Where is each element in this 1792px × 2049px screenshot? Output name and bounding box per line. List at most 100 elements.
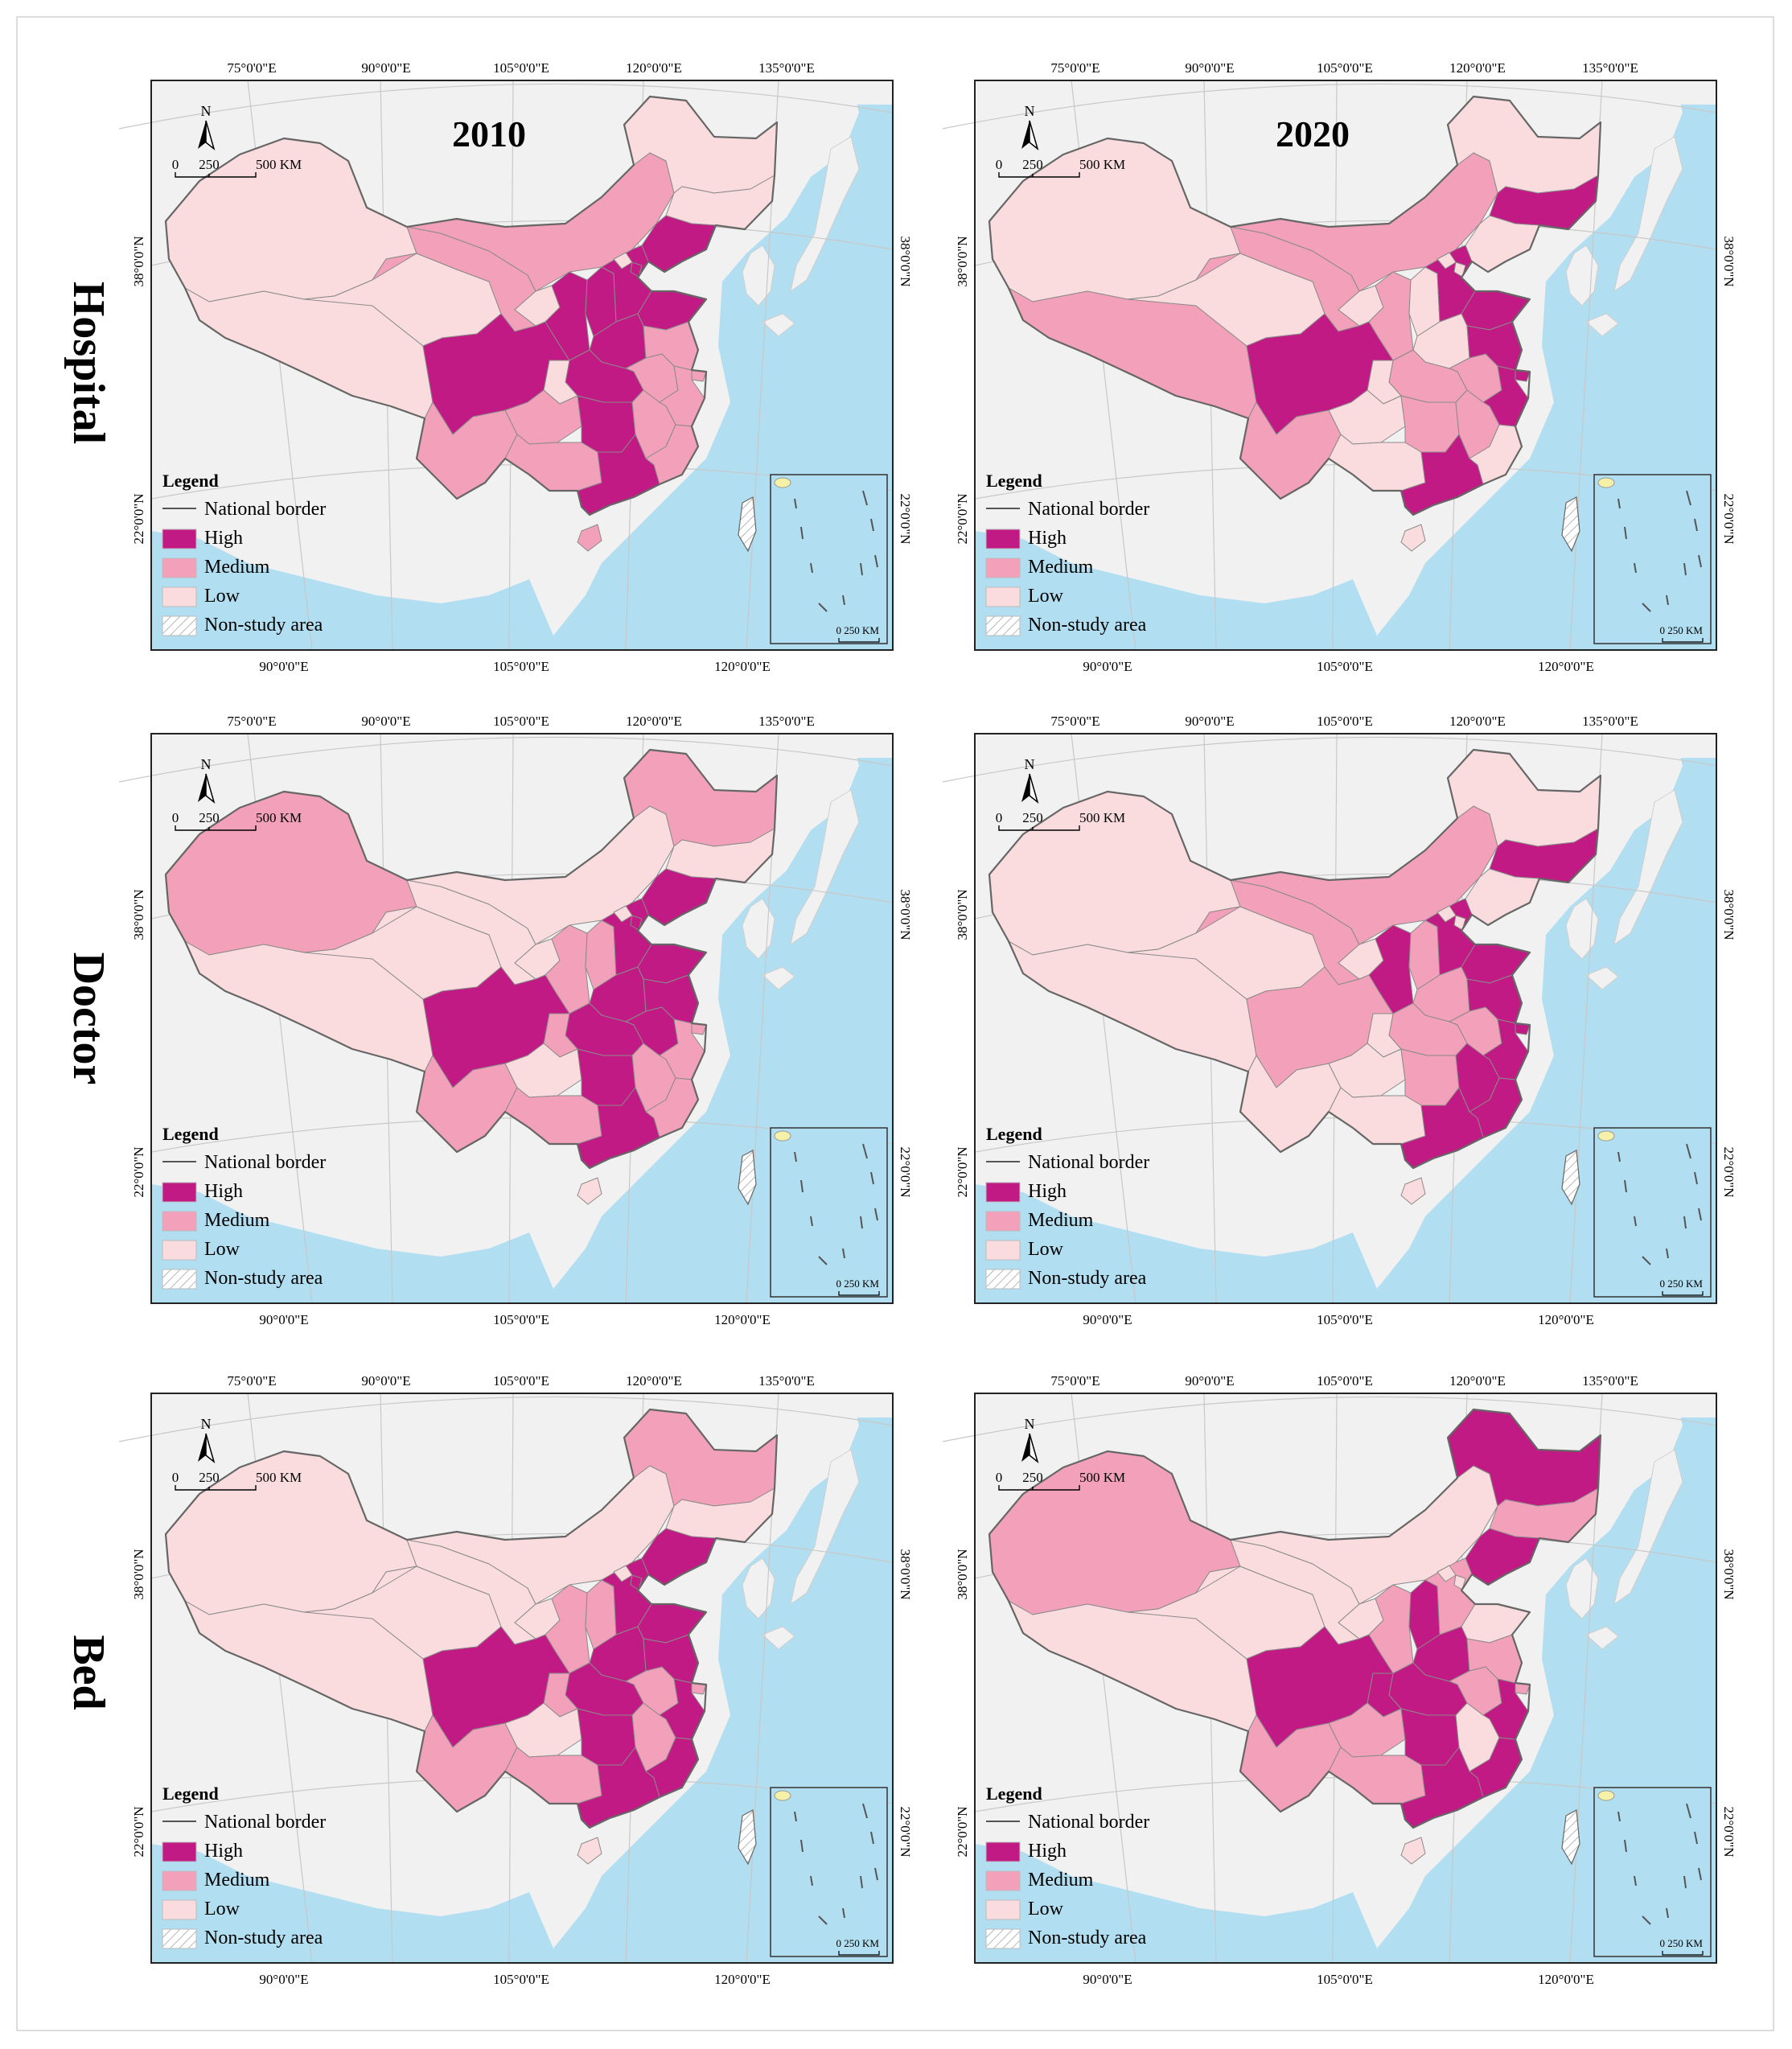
- legend-label-nonstudy: Non-study area: [204, 615, 323, 636]
- inset-dash: [1686, 1803, 1691, 1819]
- top-lon-label: 120°0'0"E: [1449, 1373, 1506, 1389]
- right-lat-label: 38°0'0"N: [898, 236, 913, 286]
- inset-dash: [870, 1171, 874, 1185]
- right-lat-label: 22°0'0"N: [1721, 493, 1737, 544]
- inset-scale-bar: [1662, 1951, 1704, 1956]
- taiwan-nonstudy: [1561, 496, 1580, 553]
- top-lon-label: 90°0'0"E: [361, 60, 410, 76]
- legend-label-medium: Medium: [204, 1210, 270, 1231]
- right-lat-label: 38°0'0"N: [1721, 1549, 1737, 1599]
- top-lon-label: 135°0'0"E: [1582, 60, 1638, 76]
- province-hn: [577, 395, 636, 453]
- map-area: 0 250 KM N 0 250 500 KM Legend National border…: [942, 733, 1717, 1304]
- legend-swatch-low: [162, 1240, 197, 1261]
- inset-island: [774, 1790, 791, 1801]
- scale-bar: 0 250 500 KM: [996, 810, 1125, 831]
- legend-label-medium: Medium: [1028, 1210, 1094, 1231]
- north-arrow-right: [1029, 120, 1039, 151]
- inset-map: 0 250 KM: [770, 1787, 888, 1957]
- top-lon-label: 120°0'0"E: [1449, 60, 1506, 76]
- legend-title: Legend: [986, 1124, 1042, 1144]
- top-lon-label: 120°0'0"E: [626, 60, 682, 76]
- north-arrow-left: [198, 121, 206, 149]
- inset-scale-bar: [838, 1291, 880, 1296]
- legend: Legend National border High Medium Low Non-st…: [985, 1784, 1149, 1949]
- scale-bar-label: 500 KM: [256, 1470, 302, 1485]
- inset-dash: [1617, 498, 1621, 509]
- inset-dash: [1694, 1171, 1698, 1185]
- japan-landmass: [790, 1449, 860, 1606]
- top-lon-label: 135°0'0"E: [1582, 714, 1638, 729]
- inset-dash: [818, 1256, 828, 1265]
- inset-dash: [1624, 526, 1627, 540]
- legend-label-border: National border: [1028, 1152, 1149, 1173]
- inset-scale-bar: [1662, 638, 1704, 643]
- national-border: [164, 748, 779, 1170]
- top-lon-label: 105°0'0"E: [493, 714, 549, 729]
- inset-map: 0 250 KM: [1593, 1127, 1712, 1298]
- north-label: N: [201, 1416, 212, 1432]
- land-top: [975, 1393, 1716, 1417]
- scale-bar-label: 0: [172, 1470, 179, 1485]
- north-arrow-icon: N: [1021, 1416, 1039, 1464]
- bottom-lon-label: 90°0'0"E: [1083, 659, 1132, 674]
- inset-dash: [1624, 1839, 1627, 1853]
- legend-label-low: Low: [1028, 586, 1064, 607]
- legend-swatch-medium: [985, 558, 1021, 578]
- north-arrow-icon: N: [198, 756, 216, 804]
- bottom-lon-label: 120°0'0"E: [1538, 1312, 1594, 1327]
- left-lat-label: 38°0'0"N: [131, 236, 146, 286]
- inset-dash: [860, 1216, 863, 1229]
- taiwan-nonstudy: [1561, 1150, 1580, 1206]
- bottom-lon-label: 105°0'0"E: [1317, 1312, 1373, 1327]
- inset-scale-bar: [838, 638, 880, 643]
- inset-dash: [1694, 518, 1698, 532]
- inset-dash: [810, 1216, 813, 1227]
- inset-map: 0 250 KM: [1593, 474, 1712, 644]
- inset-dash: [794, 1811, 797, 1822]
- scale-bar-line: [998, 825, 1080, 831]
- legend-title: Legend: [162, 471, 219, 491]
- legend-swatch-nonstudy: [985, 615, 1021, 636]
- inset-dash: [1617, 1811, 1621, 1822]
- map-svg: 0 250 KM N 0 250 500 KM Legend National border…: [942, 714, 1737, 1327]
- legend: Legend National border High Medium Low Non-st…: [985, 1124, 1149, 1290]
- inset-scale-label: 0 250 KM: [836, 1937, 880, 1949]
- inset-map: 0 250 KM: [1593, 1787, 1712, 1957]
- sea-south: [975, 1844, 1393, 1963]
- left-lat-label: 38°0'0"N: [955, 236, 970, 286]
- scale-bar: 0 250 500 KM: [172, 810, 302, 831]
- inset-map: 0 250 KM: [770, 1127, 888, 1298]
- province-hn: [1400, 395, 1460, 453]
- legend-label-medium: Medium: [204, 1870, 270, 1891]
- provinces: [988, 1409, 1601, 1865]
- map-area: 0 250 KM N 0 250 500 KM Legend National border…: [118, 1393, 894, 1964]
- right-lat-label: 38°0'0"N: [898, 1549, 913, 1599]
- scale-bar-line: [998, 1485, 1080, 1491]
- inset-frame: [770, 1127, 888, 1298]
- province-hn: [1400, 1048, 1460, 1106]
- inset-map: 0 250 KM: [770, 474, 888, 644]
- legend-label-nonstudy: Non-study area: [1028, 615, 1147, 636]
- map-svg: 0 250 KM N 0 250 500 KM Legend National border…: [118, 1373, 913, 1987]
- inset-scale-label: 0 250 KM: [1660, 1278, 1704, 1290]
- map-bed-2010: 0 250 KM N 0 250 500 KM Legend National border…: [118, 1373, 913, 1987]
- inset-dash: [842, 1248, 845, 1259]
- right-lat-label: 22°0'0"N: [898, 493, 913, 544]
- taiwan-nonstudy: [1561, 1809, 1580, 1866]
- inset-dash: [818, 603, 828, 612]
- top-lon-label: 105°0'0"E: [493, 1373, 549, 1389]
- legend-swatch-medium: [162, 1211, 197, 1232]
- right-lat-label: 38°0'0"N: [1721, 236, 1737, 286]
- north-arrow-right: [1029, 1433, 1039, 1464]
- bottom-lon-label: 120°0'0"E: [1538, 659, 1594, 674]
- top-lon-label: 135°0'0"E: [758, 60, 815, 76]
- sea-south: [975, 1184, 1393, 1303]
- inset-dash: [1683, 562, 1687, 576]
- right-lat-label: 38°0'0"N: [898, 889, 913, 940]
- north-arrow-left: [1021, 121, 1030, 149]
- top-lon-label: 75°0'0"E: [1050, 714, 1099, 729]
- top-lon-label: 90°0'0"E: [361, 714, 410, 729]
- inset-scale-label: 0 250 KM: [1660, 624, 1704, 636]
- legend-label-low: Low: [1028, 1239, 1064, 1260]
